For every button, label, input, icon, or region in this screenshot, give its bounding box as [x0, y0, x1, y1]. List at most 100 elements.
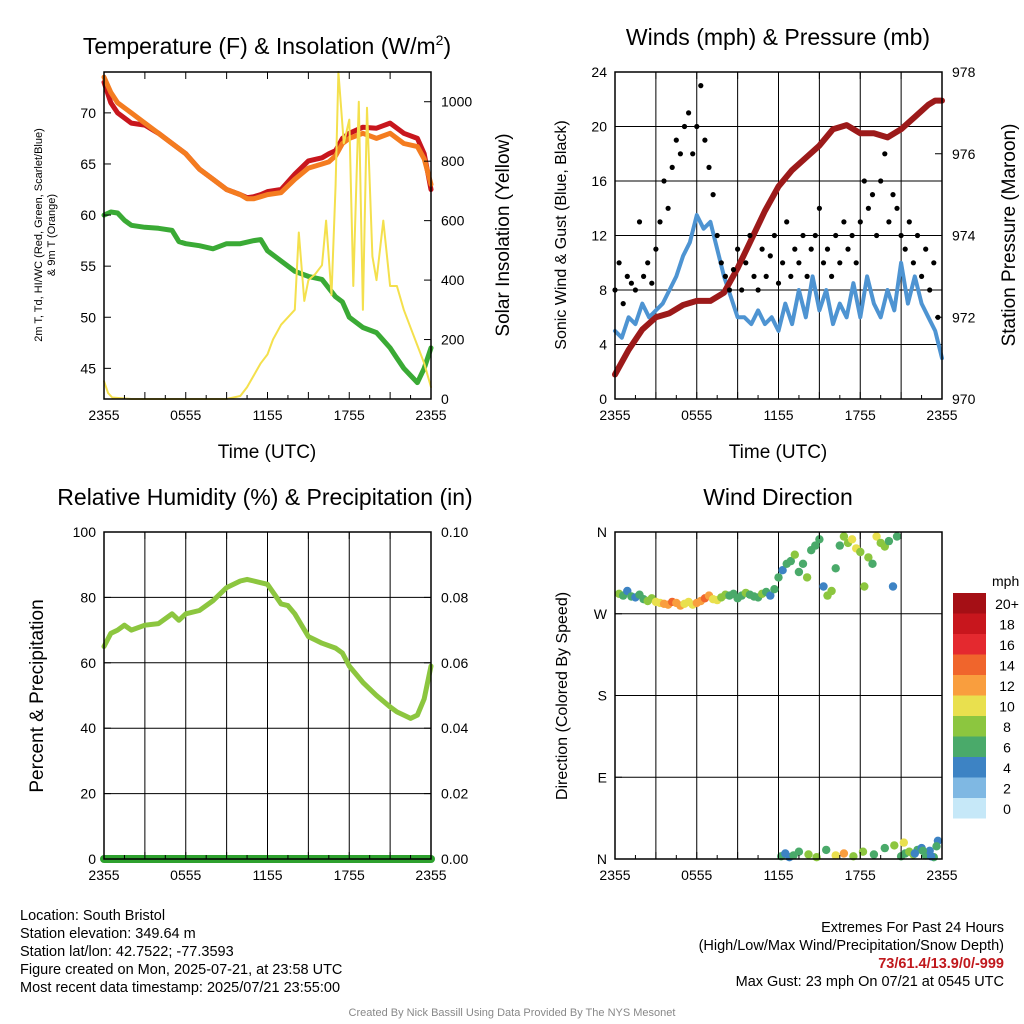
chart-title: Relative Humidity (%) & Precipitation (i…	[57, 484, 472, 510]
gust-point	[849, 232, 855, 239]
y-tick-label: 0.02	[441, 786, 468, 802]
gust-point	[906, 219, 912, 225]
gust-point	[861, 178, 867, 184]
gust-point	[816, 205, 823, 211]
direction-point	[815, 535, 824, 544]
colorbar-swatch	[953, 757, 986, 778]
x-tick-label: 2355	[926, 867, 957, 883]
gust-point	[780, 260, 786, 266]
gust-point	[657, 219, 663, 225]
x-tick-label: 2355	[415, 407, 446, 423]
y-tick-label: 976	[952, 146, 976, 162]
colorbar-label: 8	[1003, 719, 1011, 735]
colorbar-label: 0	[1003, 801, 1011, 817]
y-axis-label-right: Solar Insolation (Yellow)	[493, 133, 514, 336]
direction-point	[774, 573, 783, 582]
direction-point	[794, 847, 804, 856]
y-axis-label-left: Percent & Precipitation	[27, 599, 48, 792]
gust-point	[869, 192, 876, 198]
x-tick-label: 2355	[599, 407, 630, 423]
direction-point	[932, 842, 941, 851]
x-tick-label: 1155	[252, 407, 282, 423]
gust-point	[722, 273, 729, 279]
extremes-legend: (High/Low/Max Wind/Precipitation/Snow De…	[698, 938, 1004, 954]
gust-point	[681, 123, 688, 130]
series-solar	[103, 71, 432, 400]
gust-point	[669, 164, 675, 170]
gust-point	[898, 232, 904, 239]
gust-point	[845, 246, 851, 252]
gust-point	[759, 246, 765, 252]
y-tick-label: 0.06	[441, 655, 468, 671]
y-tick-label: 50	[80, 309, 96, 325]
x-axis-label: Time (UTC)	[218, 442, 317, 463]
colorbar-label: 18	[999, 617, 1015, 633]
gust-point	[755, 287, 761, 293]
y-tick-label: 600	[441, 213, 465, 229]
colorbar-label: 12	[999, 678, 1015, 694]
y-tick-label: 0.00	[441, 851, 468, 867]
direction-point	[827, 586, 836, 596]
max-gust: Max Gust: 23 mph On 07/21 at 0545 UTC	[735, 974, 1004, 990]
gust-point	[910, 260, 917, 266]
chart-title: Temperature (F) & Insolation (W/m2)	[83, 32, 451, 59]
x-tick-label: 2355	[88, 407, 119, 423]
y-axis-label-right: Station Pressure (Maroon)	[999, 124, 1020, 347]
gust-point	[641, 273, 647, 279]
direction-point	[831, 851, 840, 860]
chart-series	[612, 83, 945, 378]
x-tick-label: 1155	[252, 867, 282, 883]
gust-point	[923, 246, 929, 252]
y-axis-label-left: Sonic Wind & Gust (Blue, Black)	[553, 120, 570, 349]
gust-point	[620, 301, 626, 307]
gust-point	[743, 260, 749, 266]
y-tick-label: E	[598, 769, 607, 785]
figure-created: Figure created on Mon, 2025-07-21, at 23…	[20, 962, 343, 978]
direction-point	[839, 532, 849, 541]
gust-point	[792, 246, 798, 252]
x-tick-label: 0555	[681, 867, 712, 883]
x-tick-label: 1755	[334, 867, 365, 883]
y-tick-label: 20	[591, 119, 607, 135]
gust-point	[665, 205, 671, 211]
direction-point	[819, 582, 828, 591]
series-rh	[101, 576, 434, 721]
gust-point	[882, 151, 888, 157]
y-tick-label: 974	[952, 228, 976, 244]
colorbar-label: 2	[1003, 781, 1011, 797]
direction-point	[869, 850, 879, 859]
y-tick-label: 0	[599, 391, 607, 407]
y-tick-label: 100	[73, 524, 97, 540]
y-tick-label: 80	[80, 589, 96, 605]
direction-point	[811, 541, 820, 550]
direction-point	[888, 582, 898, 591]
direction-point	[910, 849, 919, 858]
gust-point	[632, 287, 639, 293]
direction-point	[847, 535, 857, 544]
wind-pressure-chart: Winds (mph) & Pressure (mb) 2355 0555 1155…	[553, 24, 1020, 463]
direction-point	[872, 532, 881, 541]
gust-point	[726, 287, 733, 293]
colorbar-swatch	[953, 613, 986, 634]
chart-grid	[615, 71, 942, 400]
direction-point	[839, 849, 849, 858]
axis-ticks: 2355 0555 1155 1755 23550204060801000.000.02…	[73, 524, 469, 883]
direction-point	[890, 841, 899, 850]
y-tick-label: 20	[80, 786, 96, 802]
gust-point	[931, 260, 937, 266]
credit-line: Created By Nick Bassill Using Data Provi…	[348, 1007, 676, 1019]
y-tick-label: 970	[952, 391, 976, 407]
gust-point	[673, 137, 679, 143]
direction-point	[790, 550, 799, 559]
x-tick-label: 1755	[845, 407, 876, 423]
gust-point	[837, 260, 843, 266]
direction-point	[899, 838, 908, 847]
recent-timestamp: Most recent data timestamp: 2025/07/21 2…	[20, 980, 341, 996]
gust-point	[616, 260, 622, 266]
chart-title: Wind Direction	[703, 484, 853, 510]
y-tick-label: 60	[80, 207, 96, 223]
gust-point	[796, 260, 802, 266]
direction-point	[868, 559, 877, 568]
colorbar-swatch	[953, 716, 986, 737]
